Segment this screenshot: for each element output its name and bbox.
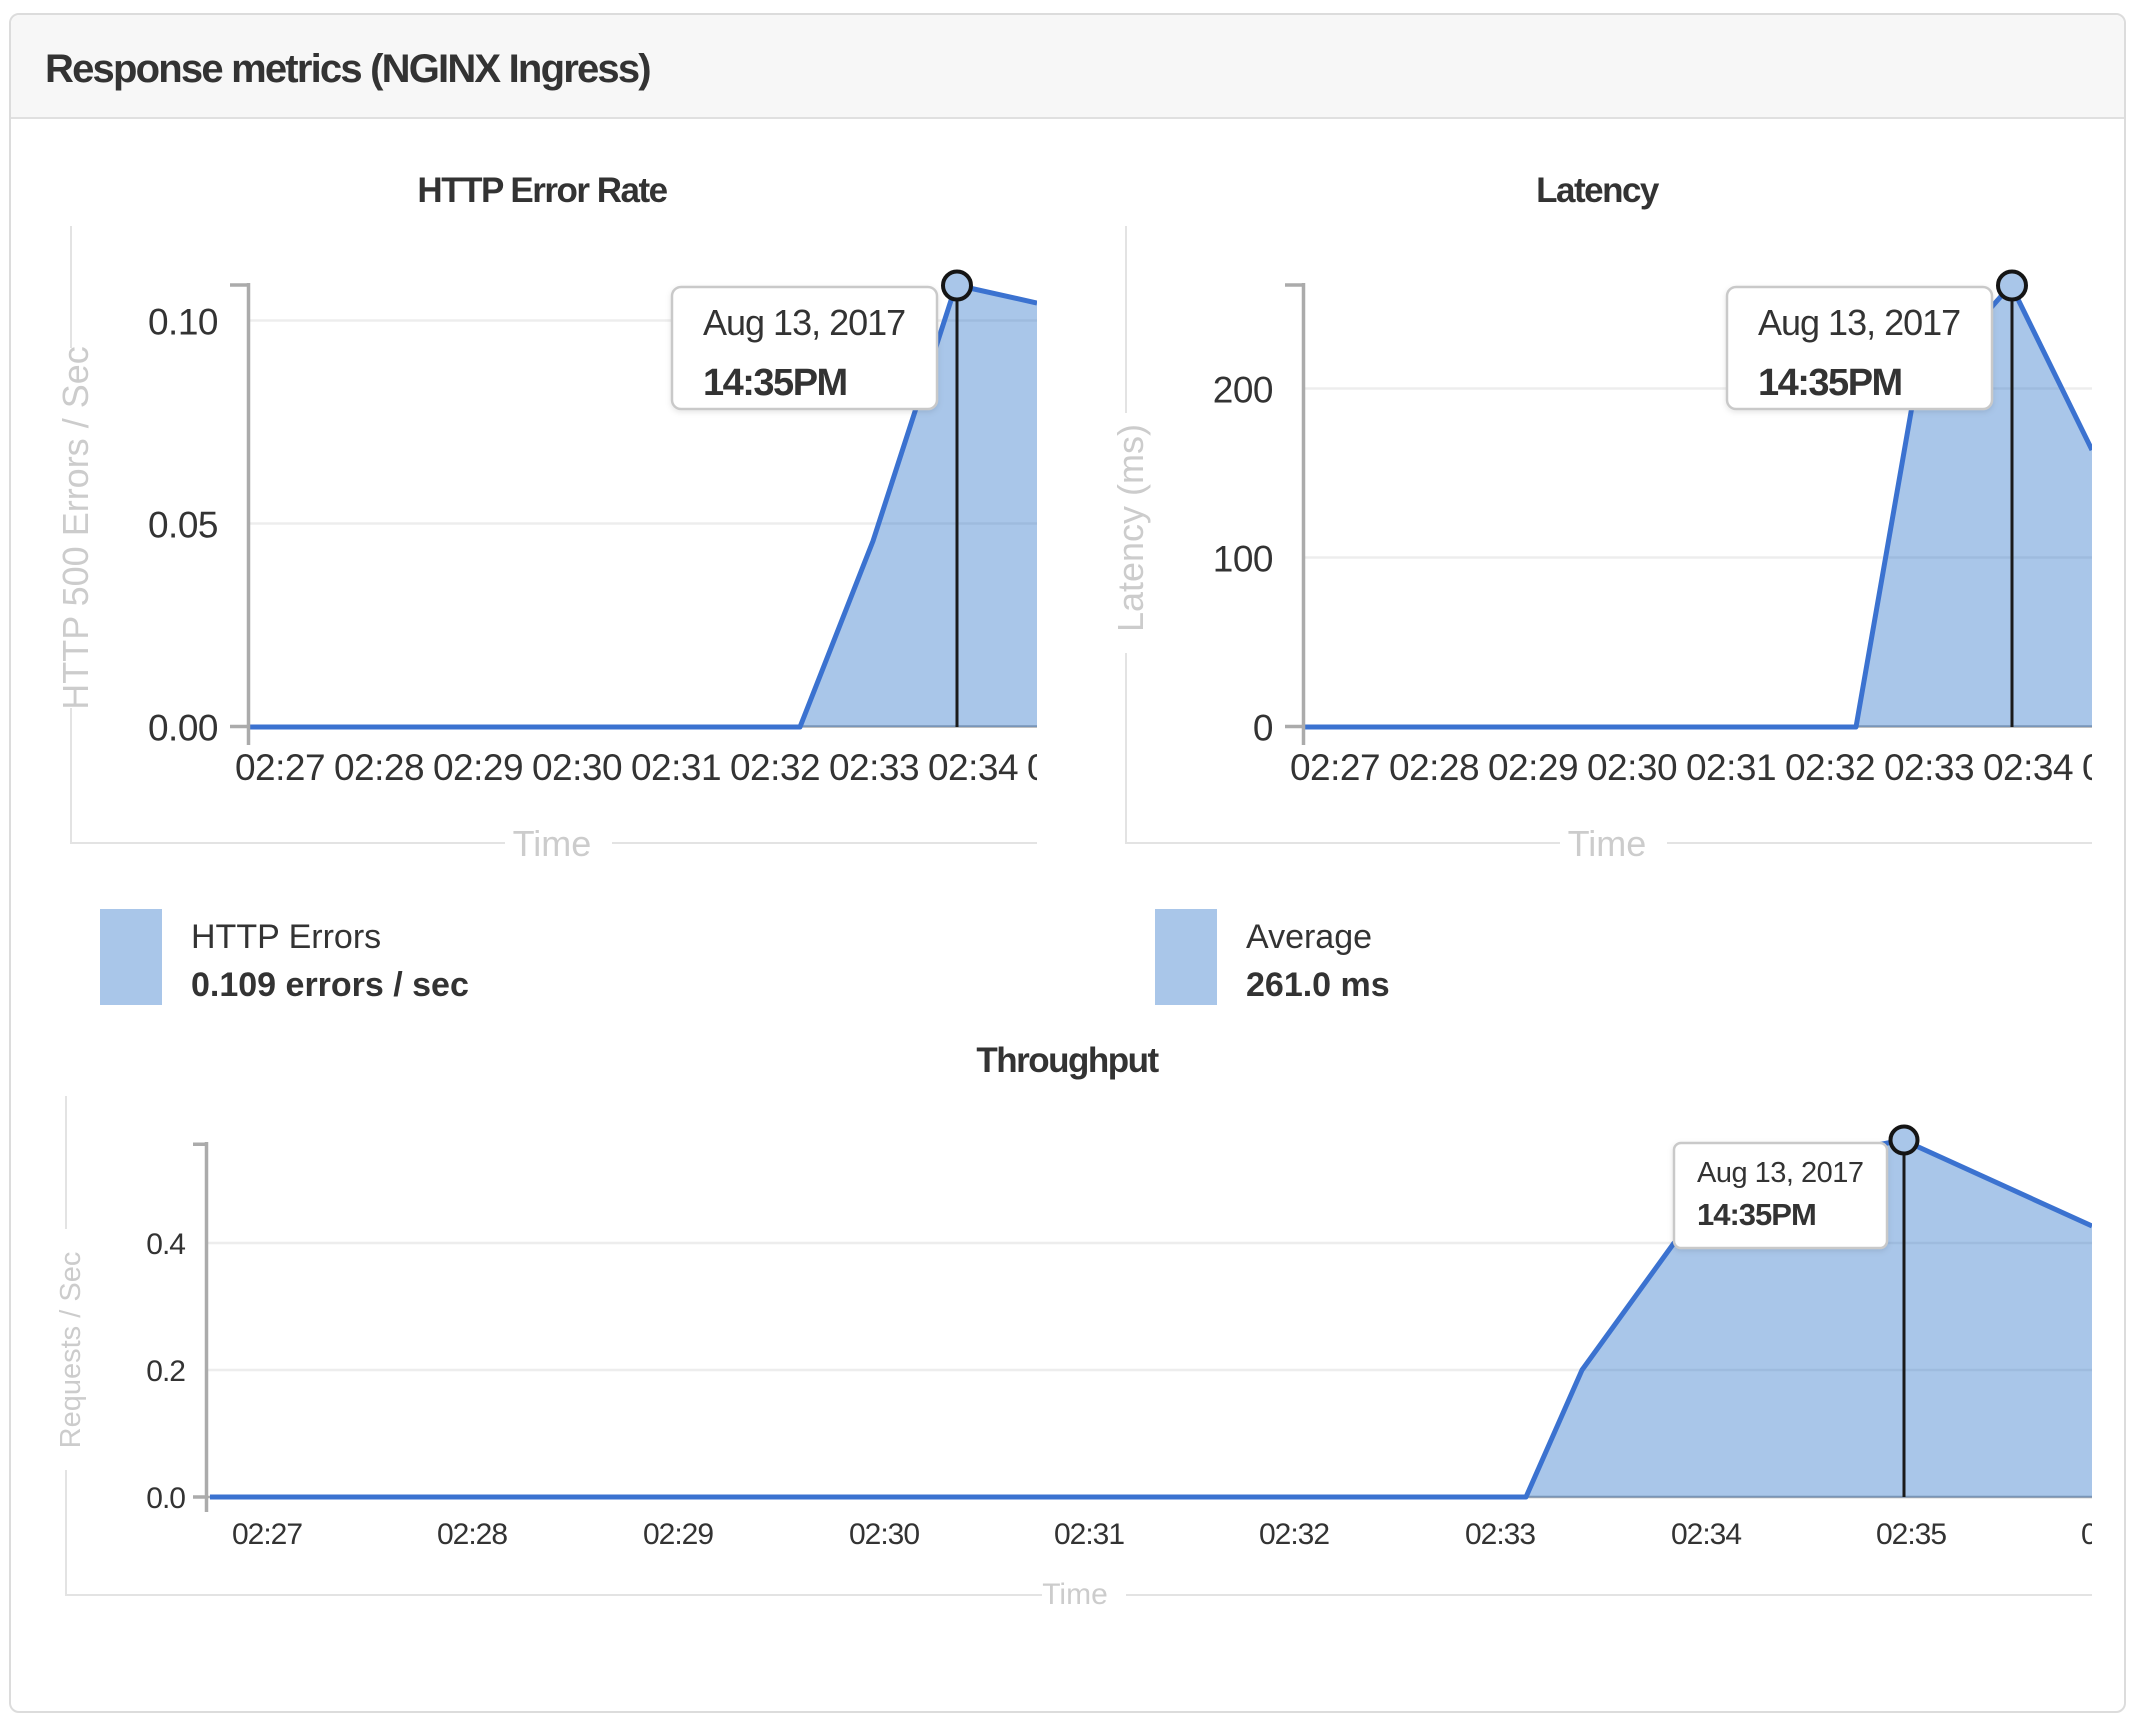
svg-text:02:35: 02:35 xyxy=(1027,747,1117,788)
svg-text:100: 100 xyxy=(1213,539,1273,580)
svg-text:Latency (ms): Latency (ms) xyxy=(1110,424,1151,632)
svg-text:Aug 13, 2017: Aug 13, 2017 xyxy=(703,302,905,343)
svg-text:14:35PM: 14:35PM xyxy=(1697,1197,1816,1232)
svg-text:02:30: 02:30 xyxy=(1587,747,1677,788)
svg-text:Latency: Latency xyxy=(1536,171,1660,210)
svg-text:HTTP Errors: HTTP Errors xyxy=(191,918,381,956)
svg-text:Time: Time xyxy=(513,823,592,864)
svg-text:HTTP Error Rate: HTTP Error Rate xyxy=(417,171,667,210)
svg-text:02:32: 02:32 xyxy=(1785,747,1875,788)
svg-text:14:35PM: 14:35PM xyxy=(1758,362,1902,404)
svg-text:0.05: 0.05 xyxy=(148,505,218,546)
svg-text:Throughput: Throughput xyxy=(976,1041,1159,1080)
svg-text:02:30: 02:30 xyxy=(849,1518,919,1551)
svg-text:Time: Time xyxy=(1042,1578,1108,1608)
svg-text:02:28: 02:28 xyxy=(1389,747,1479,788)
svg-text:0.00: 0.00 xyxy=(148,708,218,749)
svg-text:02:31: 02:31 xyxy=(631,747,721,788)
svg-text:HTTP 500 Errors / Sec: HTTP 500 Errors / Sec xyxy=(55,346,96,709)
svg-text:02:35: 02:35 xyxy=(1876,1518,1946,1551)
svg-text:02:28: 02:28 xyxy=(437,1518,507,1551)
svg-text:02:29: 02:29 xyxy=(433,747,523,788)
svg-text:14:35PM: 14:35PM xyxy=(703,362,847,404)
svg-text:02:32: 02:32 xyxy=(1259,1518,1329,1551)
svg-text:02:32: 02:32 xyxy=(730,747,820,788)
svg-text:02:33: 02:33 xyxy=(829,747,919,788)
svg-text:Aug 13, 2017: Aug 13, 2017 xyxy=(1758,302,1960,343)
svg-text:02:33: 02:33 xyxy=(1884,747,1974,788)
svg-text:02:27: 02:27 xyxy=(1290,747,1380,788)
svg-text:Response metrics (NGINX Ingres: Response metrics (NGINX Ingress) xyxy=(45,47,650,91)
svg-text:0.10: 0.10 xyxy=(148,302,218,343)
svg-text:02:33: 02:33 xyxy=(1465,1518,1535,1551)
svg-text:Average: Average xyxy=(1246,918,1372,956)
svg-text:02:27: 02:27 xyxy=(235,747,325,788)
svg-text:02:34: 02:34 xyxy=(928,747,1018,788)
svg-text:200: 200 xyxy=(1213,370,1273,411)
svg-text:02:34: 02:34 xyxy=(1983,747,2073,788)
svg-text:Aug 13, 2017: Aug 13, 2017 xyxy=(1697,1157,1864,1189)
svg-text:02:31: 02:31 xyxy=(1054,1518,1124,1551)
svg-text:02:36: 02:36 xyxy=(2081,1518,2142,1551)
svg-text:0.109 errors / sec: 0.109 errors / sec xyxy=(191,966,469,1004)
svg-text:0.2: 0.2 xyxy=(146,1355,185,1388)
svg-text:0.0: 0.0 xyxy=(146,1482,185,1515)
svg-text:02:29: 02:29 xyxy=(643,1518,713,1551)
svg-text:261.0 ms: 261.0 ms xyxy=(1246,966,1390,1004)
svg-text:0: 0 xyxy=(1253,708,1273,749)
svg-text:02:34: 02:34 xyxy=(1671,1518,1741,1551)
svg-text:02:31: 02:31 xyxy=(1686,747,1776,788)
svg-text:0.4: 0.4 xyxy=(146,1228,185,1261)
svg-text:02:27: 02:27 xyxy=(232,1518,302,1551)
svg-text:02:35: 02:35 xyxy=(2082,747,2142,788)
svg-text:Time: Time xyxy=(1568,823,1647,864)
svg-text:02:30: 02:30 xyxy=(532,747,622,788)
svg-text:02:29: 02:29 xyxy=(1488,747,1578,788)
svg-text:02:28: 02:28 xyxy=(334,747,424,788)
svg-text:Requests / Sec: Requests / Sec xyxy=(55,1252,87,1449)
